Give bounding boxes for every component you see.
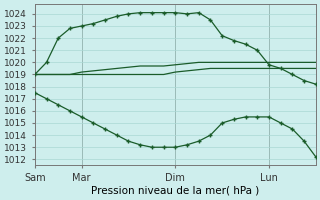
X-axis label: Pression niveau de la mer( hPa ): Pression niveau de la mer( hPa )	[91, 186, 260, 196]
